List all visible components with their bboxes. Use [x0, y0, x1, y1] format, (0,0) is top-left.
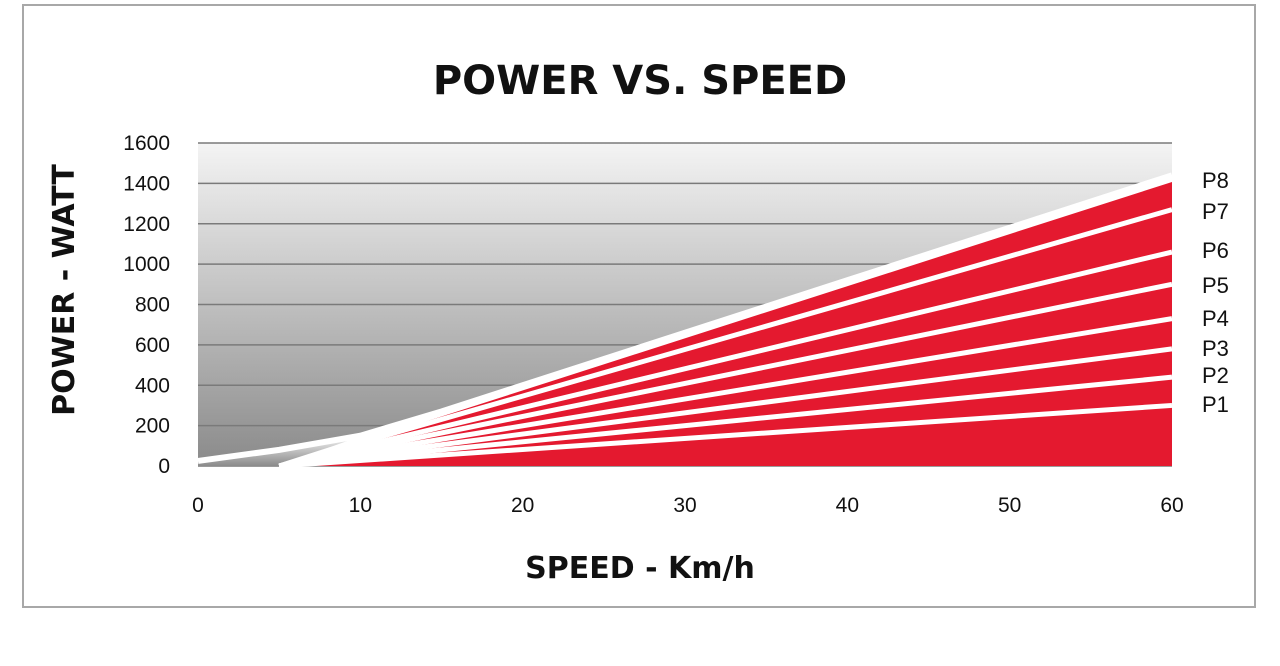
series-label-p3: P3 [1202, 336, 1229, 361]
y-tick-label: 1200 [123, 213, 170, 236]
y-tick-label: 1000 [123, 253, 170, 276]
x-tick-label: 40 [836, 494, 859, 517]
y-tick-label: 800 [135, 294, 170, 317]
envelope-line [197, 172, 1173, 464]
separator-p7 [278, 207, 1173, 469]
y-tick-labels: 0 200 400 600 800 1000 1200 1400 1600 [123, 132, 170, 478]
y-tick-label: 1600 [123, 132, 170, 155]
x-tick-label: 30 [673, 494, 696, 517]
x-tick-labels: 0 10 20 30 40 50 60 [192, 494, 1184, 517]
power-bands [197, 172, 1173, 469]
series-label-p6: P6 [1202, 238, 1229, 263]
y-tick-label: 400 [135, 374, 170, 397]
chart-title: POWER VS. SPEED [432, 58, 848, 104]
separator-p5 [278, 281, 1173, 469]
separator-p3 [278, 346, 1173, 469]
series-label-p4: P4 [1202, 306, 1229, 331]
y-tick-label: 0 [158, 455, 170, 478]
separator-p1 [278, 402, 1173, 469]
x-tick-label: 0 [192, 494, 204, 517]
series-label-p5: P5 [1202, 273, 1229, 298]
x-tick-label: 20 [511, 494, 534, 517]
separator-p6 [278, 249, 1173, 469]
x-tick-label: 10 [349, 494, 372, 517]
series-label-p1: P1 [1202, 392, 1229, 417]
y-tick-label: 200 [135, 415, 170, 438]
y-axis-title: POWER - WATT [47, 164, 82, 416]
y-tick-label: 1400 [123, 172, 170, 195]
separator-p4 [278, 316, 1173, 469]
y-tick-label: 600 [135, 334, 170, 357]
series-label-p2: P2 [1202, 363, 1229, 388]
x-tick-label: 60 [1160, 494, 1183, 517]
x-tick-label: 50 [998, 494, 1021, 517]
series-label-p7: P7 [1202, 199, 1229, 224]
separator-p2 [278, 374, 1173, 469]
x-axis-title: SPEED - Km/h [525, 551, 755, 586]
series-label-p8: P8 [1202, 168, 1229, 193]
